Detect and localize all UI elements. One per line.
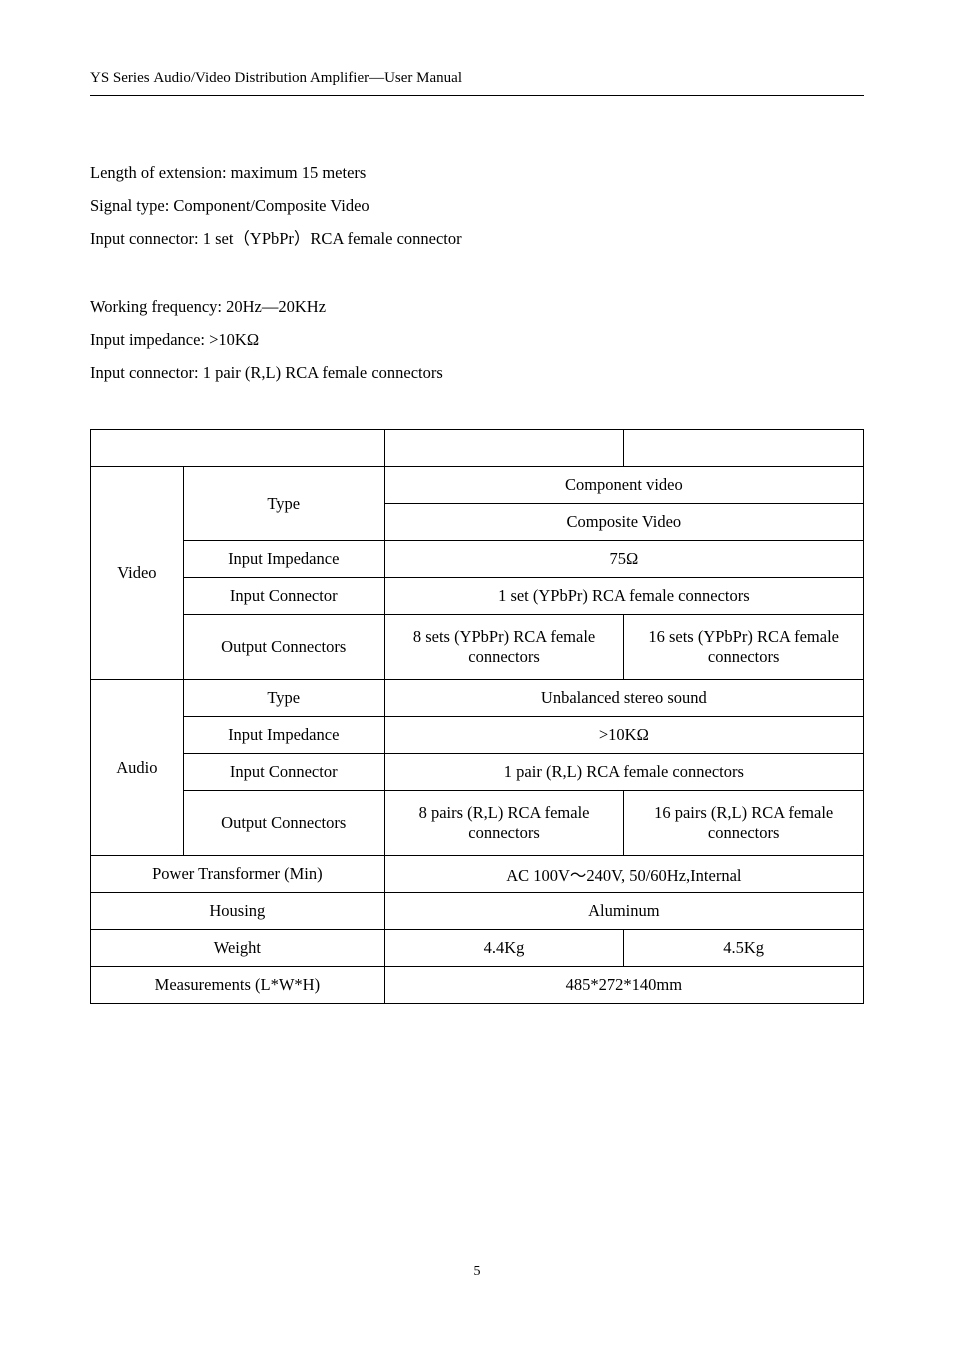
video-output-a: 8 sets (YPbPr) RCA female connectors bbox=[384, 615, 624, 680]
input-impedance-label: Input Impedance bbox=[183, 717, 384, 754]
weight-b: 4.5Kg bbox=[624, 930, 864, 967]
audio-impedance: >10KΩ bbox=[384, 717, 863, 754]
weight-a: 4.4Kg bbox=[384, 930, 624, 967]
type-label: Type bbox=[183, 680, 384, 717]
housing-value: Aluminum bbox=[384, 893, 863, 930]
housing-label: Housing bbox=[91, 893, 385, 930]
video-output-b: 16 sets (YPbPr) RCA female connectors bbox=[624, 615, 864, 680]
header-suffix: User Manual bbox=[384, 70, 462, 86]
video-spec-line-1: Length of extension: maximum 15 meters bbox=[90, 156, 864, 189]
type-label: Type bbox=[183, 467, 384, 541]
video-input-connector: 1 set (YPbPr) RCA female connectors bbox=[384, 578, 863, 615]
header-prefix: YS Series bbox=[90, 70, 153, 86]
video-type-2: Composite Video bbox=[384, 504, 863, 541]
video-spec-line-2: Signal type: Component/Composite Video bbox=[90, 189, 864, 222]
audio-type: Unbalanced stereo sound bbox=[384, 680, 863, 717]
blank-cell bbox=[91, 430, 385, 467]
spec-table: Video Type Component video Composite Vid… bbox=[90, 429, 864, 1004]
power-value: AC 100V～240V, 50/60Hz,Internal bbox=[384, 856, 863, 893]
page-header: YS Series Audio/Video Distribution Ampli… bbox=[90, 70, 864, 87]
page-number: 5 bbox=[90, 1264, 864, 1280]
audio-input-connector: 1 pair (R,L) RCA female connectors bbox=[384, 754, 863, 791]
input-impedance-label: Input Impedance bbox=[183, 541, 384, 578]
blank-cell bbox=[384, 430, 624, 467]
audio-spec-line-1: Working frequency: 20Hz—20KHz bbox=[90, 290, 864, 323]
output-connectors-label: Output Connectors bbox=[183, 791, 384, 856]
blank-cell bbox=[624, 430, 864, 467]
measurements-label: Measurements (L*W*H) bbox=[91, 967, 385, 1004]
input-connector-label: Input Connector bbox=[183, 578, 384, 615]
audio-row-label: Audio bbox=[91, 680, 184, 856]
audio-output-b: 16 pairs (R,L) RCA female connectors bbox=[624, 791, 864, 856]
audio-spec-line-2: Input impedance: >10KΩ bbox=[90, 323, 864, 356]
header-divider bbox=[90, 95, 864, 96]
audio-output-a: 8 pairs (R,L) RCA female connectors bbox=[384, 791, 624, 856]
video-impedance: 75Ω bbox=[384, 541, 863, 578]
header-cn: Audio/Video Distribution Amplifier— bbox=[153, 70, 384, 86]
input-connector-label: Input Connector bbox=[183, 754, 384, 791]
video-row-label: Video bbox=[91, 467, 184, 680]
power-label: Power Transformer (Min) bbox=[91, 856, 385, 893]
output-connectors-label: Output Connectors bbox=[183, 615, 384, 680]
measurements-value: 485*272*140mm bbox=[384, 967, 863, 1004]
audio-spec-line-3: Input connector: 1 pair (R,L) RCA female… bbox=[90, 356, 864, 389]
weight-label: Weight bbox=[91, 930, 385, 967]
video-spec-line-3: Input connector: 1 set（YPbPr）RCA female … bbox=[90, 222, 864, 255]
video-type-1: Component video bbox=[384, 467, 863, 504]
